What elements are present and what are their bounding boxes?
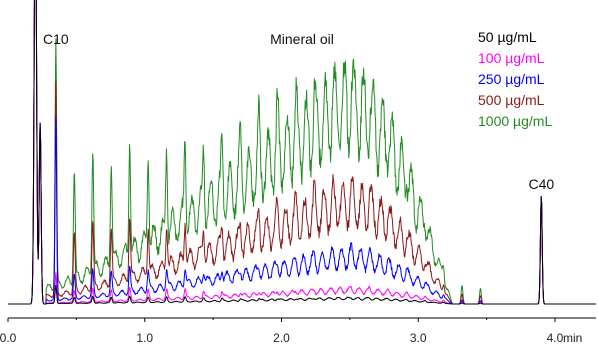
- peak-annotation: C10: [43, 31, 69, 47]
- peak-annotation: Mineral oil: [270, 31, 334, 47]
- x-tick-label: 4.0: [547, 331, 564, 345]
- x-tick-label: 2.0: [273, 331, 290, 345]
- x-axis-unit-label: min: [563, 331, 582, 345]
- legend-entry: 250 µg/mL: [478, 71, 545, 87]
- legend-entry: 1000 µg/mL: [478, 113, 552, 129]
- legend-entry: 500 µg/mL: [478, 92, 545, 108]
- x-axis-ticks: 0.0 1.0 2.0 3.0 4.0: [0, 318, 564, 345]
- series-line: [7, 0, 596, 305]
- peak-annotations: C10 Mineral oil C40: [43, 31, 554, 192]
- series-traces: [7, 0, 596, 305]
- legend-entry: 100 µg/mL: [478, 50, 545, 66]
- legend-entry: 50 µg/mL: [478, 29, 537, 45]
- x-tick-label: 3.0: [410, 331, 427, 345]
- legend: 50 µg/mL 100 µg/mL 250 µg/mL 500 µg/mL 1000 …: [478, 29, 552, 129]
- x-tick-label: 1.0: [136, 331, 153, 345]
- peak-annotation: C40: [528, 176, 554, 192]
- x-tick-label: 0.0: [0, 331, 17, 345]
